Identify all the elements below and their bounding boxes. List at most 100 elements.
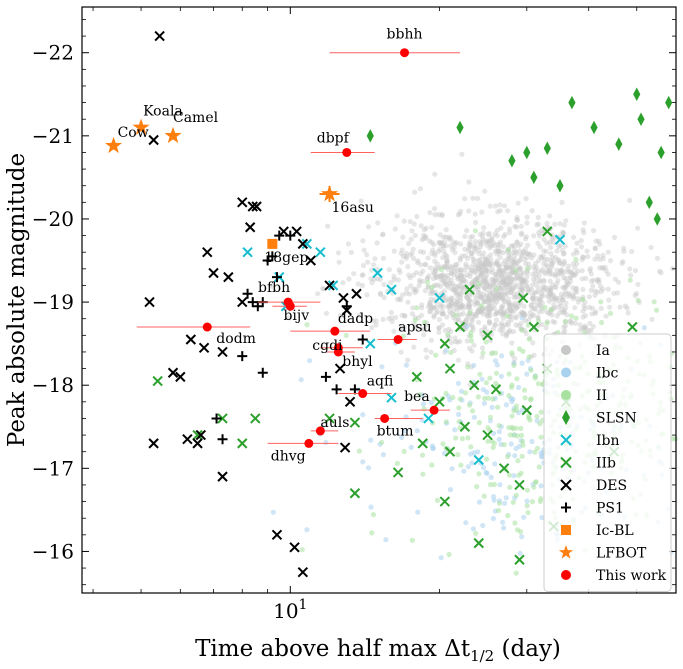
y-tick-label: −18 [32, 373, 74, 397]
ia-point [477, 293, 483, 299]
ia-point [483, 306, 489, 312]
ia-point [529, 296, 536, 302]
ia-point [472, 302, 478, 308]
ia-point [470, 195, 476, 201]
ia-point [477, 231, 483, 237]
ia-point [486, 269, 492, 275]
ia-point [503, 333, 509, 339]
ia-point [370, 262, 377, 268]
label-bbhh: bbhh [387, 27, 423, 43]
ps1-point [237, 351, 248, 362]
ii-point [525, 509, 531, 516]
ia-point [553, 295, 560, 301]
ia-point [485, 313, 492, 319]
ia-point [447, 303, 453, 309]
ia-point [648, 244, 654, 251]
legend-marker-iib [560, 456, 572, 469]
legend-label-ibc: Ibc [596, 366, 618, 382]
ia-point [426, 302, 432, 308]
ia-point [517, 265, 523, 271]
ia-point [494, 233, 500, 239]
ia-point [464, 293, 470, 299]
ia-point [535, 284, 541, 290]
ia-point [506, 300, 512, 306]
ibn-point [473, 454, 484, 466]
ia-point [563, 300, 569, 306]
ia-point [480, 296, 486, 302]
ia-point [320, 286, 326, 292]
ia-point [616, 279, 622, 285]
ii-point [455, 452, 461, 458]
ii-point [476, 471, 482, 477]
ia-point [520, 277, 526, 283]
ia-point [594, 289, 601, 295]
des-point [297, 567, 309, 578]
ia-point [550, 292, 556, 298]
ia-point [506, 255, 512, 261]
ia-point [381, 281, 387, 287]
ii-point [490, 396, 496, 402]
ia-point [453, 339, 459, 345]
ia-point [561, 258, 567, 264]
ia-point [496, 264, 502, 270]
ia-point [492, 301, 498, 307]
legend-marker-ibn [560, 434, 572, 446]
ia-point [482, 277, 488, 283]
ia-point [421, 227, 427, 233]
ii-point [462, 390, 469, 396]
ia-point [437, 232, 443, 238]
ia-point [469, 348, 475, 354]
ia-point [481, 264, 487, 270]
ia-point [475, 287, 481, 293]
ia-point [433, 272, 439, 278]
ia-point [525, 242, 531, 248]
ia-point [507, 305, 513, 311]
ibc-point [464, 323, 470, 329]
ia-point [471, 256, 477, 262]
ia-point [489, 241, 495, 248]
ia-point [444, 259, 450, 265]
ia-point [430, 276, 436, 282]
ia-point [611, 234, 618, 240]
ia-point [589, 311, 595, 317]
ia-point [452, 249, 458, 256]
ia-point [448, 271, 454, 277]
ia-point [373, 322, 379, 328]
ia-point [541, 278, 547, 285]
ia-point [454, 292, 460, 298]
ia-point [481, 298, 487, 304]
ia-point [596, 238, 602, 244]
ia-point [504, 264, 510, 270]
label-18gep: 18gep [264, 250, 308, 266]
ia-point [503, 274, 509, 280]
ia-point [497, 294, 504, 300]
ia-point [562, 243, 568, 249]
ii-point [370, 511, 376, 518]
ia-point [458, 304, 464, 310]
ia-point [521, 310, 527, 316]
ibc-point [452, 427, 458, 433]
ia-point [474, 261, 480, 267]
ia-point [496, 277, 503, 283]
ia-point [483, 267, 489, 273]
y-tick-label: −20 [32, 207, 74, 231]
ii-point [480, 350, 486, 356]
ia-point [486, 309, 493, 315]
ia-point [510, 260, 516, 266]
ia-point [505, 319, 511, 325]
ia-point [517, 257, 523, 263]
ia-point [563, 275, 569, 281]
ia-point [497, 268, 503, 274]
legend-marker-thiswork [561, 570, 571, 580]
ii-point [424, 279, 431, 285]
ia-point [504, 282, 510, 288]
ia-point [505, 265, 511, 271]
ia-point [458, 294, 464, 301]
ibc-point [429, 443, 435, 449]
ia-point [476, 251, 482, 257]
ii-point [394, 460, 400, 466]
ia-point [632, 268, 639, 274]
ia-point [525, 287, 531, 293]
ii-point [414, 305, 420, 311]
ia-point [503, 265, 510, 272]
